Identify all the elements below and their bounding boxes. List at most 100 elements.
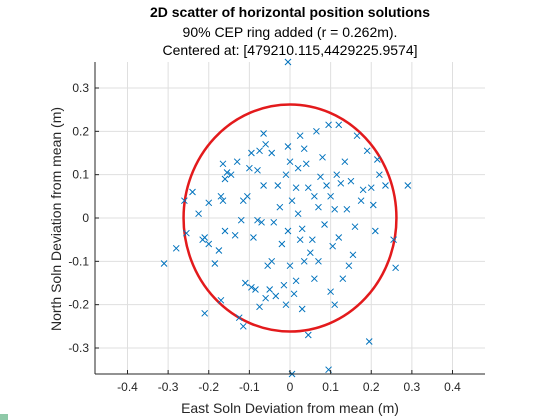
scatter-point — [260, 182, 267, 189]
x-tick-label: 0 — [287, 380, 294, 394]
scatter-point — [319, 153, 326, 161]
scatter-point — [205, 199, 213, 207]
scatter-point — [371, 227, 379, 235]
scatter-point — [172, 244, 180, 252]
scatter-point — [347, 177, 355, 185]
scatter-point — [343, 205, 351, 213]
x-tick-label: 0.2 — [363, 380, 380, 394]
scatter-point — [243, 192, 251, 200]
scatter-point — [268, 257, 276, 265]
scatter-point — [205, 240, 213, 248]
scatter-point — [365, 338, 373, 345]
scatter-point — [376, 171, 383, 179]
scatter-point — [335, 234, 343, 241]
scatter-point — [294, 210, 302, 218]
scatter-point — [294, 164, 302, 172]
scatter-point — [313, 127, 320, 135]
scatter-point — [181, 197, 188, 205]
y-tick-label: -0.1 — [68, 254, 89, 268]
scatter-point — [221, 227, 229, 235]
scatter-point — [304, 184, 312, 192]
scatter-point — [254, 216, 261, 224]
scatter-point — [246, 164, 253, 172]
scatter-point — [286, 158, 294, 166]
x-axis-ticks: -0.4 -0.3 -0.2 -0.1 0 0.1 0.2 0.3 0.4 — [117, 370, 461, 394]
y-axis-label: North Soln Deviation from mean (m) — [48, 107, 64, 331]
scatter-point — [298, 305, 306, 313]
scatter-point — [323, 182, 330, 189]
scatter-point — [311, 275, 318, 283]
scatter-point — [227, 171, 235, 179]
scatter-point — [341, 158, 349, 166]
scatter-point — [221, 175, 229, 183]
y-tick-label: 0.2 — [72, 124, 89, 138]
scatter-point — [288, 197, 296, 205]
x-tick-label: -0.2 — [198, 380, 219, 394]
scatter-point — [345, 262, 353, 270]
scatter-points — [160, 58, 412, 378]
scatter-point — [329, 242, 337, 250]
scatter-point — [219, 160, 227, 168]
scatter-point — [284, 58, 292, 66]
scatter-point — [321, 221, 328, 228]
scatter-point — [223, 169, 231, 176]
scatter-point — [300, 145, 308, 153]
scatter-point — [369, 201, 377, 209]
y-tick-label: -0.3 — [68, 341, 89, 355]
cep-ring-layer — [182, 103, 398, 333]
scatter-point — [331, 205, 339, 213]
scatter-point — [284, 143, 292, 150]
x-tick-label: 0.1 — [322, 380, 339, 394]
scatter-point — [201, 234, 209, 241]
scatter-point — [215, 247, 223, 254]
scatter-point — [304, 331, 312, 339]
scatter-point — [278, 240, 286, 248]
scatter-point — [266, 286, 274, 293]
scatter-point — [382, 182, 389, 189]
scatter-point — [296, 236, 304, 244]
chart-title: 2D scatter of horizontal position soluti… — [150, 4, 430, 20]
scatter-point — [392, 264, 399, 272]
scatter-point — [339, 275, 347, 283]
cep-ring — [182, 103, 398, 333]
scatter-point — [262, 140, 269, 148]
scatter-point — [331, 301, 339, 309]
scatter-point — [363, 147, 371, 155]
scatter-point — [217, 296, 225, 304]
scatter-point — [270, 218, 278, 226]
scatter-point — [254, 166, 261, 174]
x-tick-label: 0.3 — [404, 380, 421, 394]
scatter-point — [274, 182, 282, 189]
scatter-point — [292, 184, 300, 192]
scatter-point — [211, 260, 219, 267]
scatter-point — [351, 223, 359, 231]
scatter-point — [256, 303, 263, 311]
scatter-point — [272, 292, 280, 300]
chart-subtitle-line-2: Centered at: [479210.115,4429225.9574] — [162, 42, 417, 58]
x-axis-label: East Soln Deviation from mean (m) — [181, 400, 399, 416]
scatter-point — [284, 227, 292, 235]
scatter-point — [248, 149, 255, 157]
scatter-point — [260, 130, 267, 137]
scatter-point — [189, 188, 196, 196]
scatter-point — [300, 257, 308, 265]
scatter-point — [235, 314, 243, 322]
x-tick-label: 0.4 — [444, 380, 461, 394]
scatter-point — [349, 251, 357, 259]
scatter-point — [359, 186, 367, 194]
scatter-point — [282, 301, 290, 309]
scatter-point — [373, 156, 381, 163]
scatter-point — [290, 290, 298, 298]
scatter-point — [268, 149, 276, 157]
scatter-point — [357, 197, 365, 205]
y-tick-label: -0.2 — [68, 298, 89, 312]
scatter-point — [306, 249, 314, 257]
scatter-point — [390, 236, 397, 244]
scatter-point — [333, 171, 341, 179]
scatter-point — [219, 197, 227, 205]
scatter-point — [327, 192, 334, 200]
scatter-point — [262, 294, 269, 302]
scatter-point — [217, 192, 225, 200]
